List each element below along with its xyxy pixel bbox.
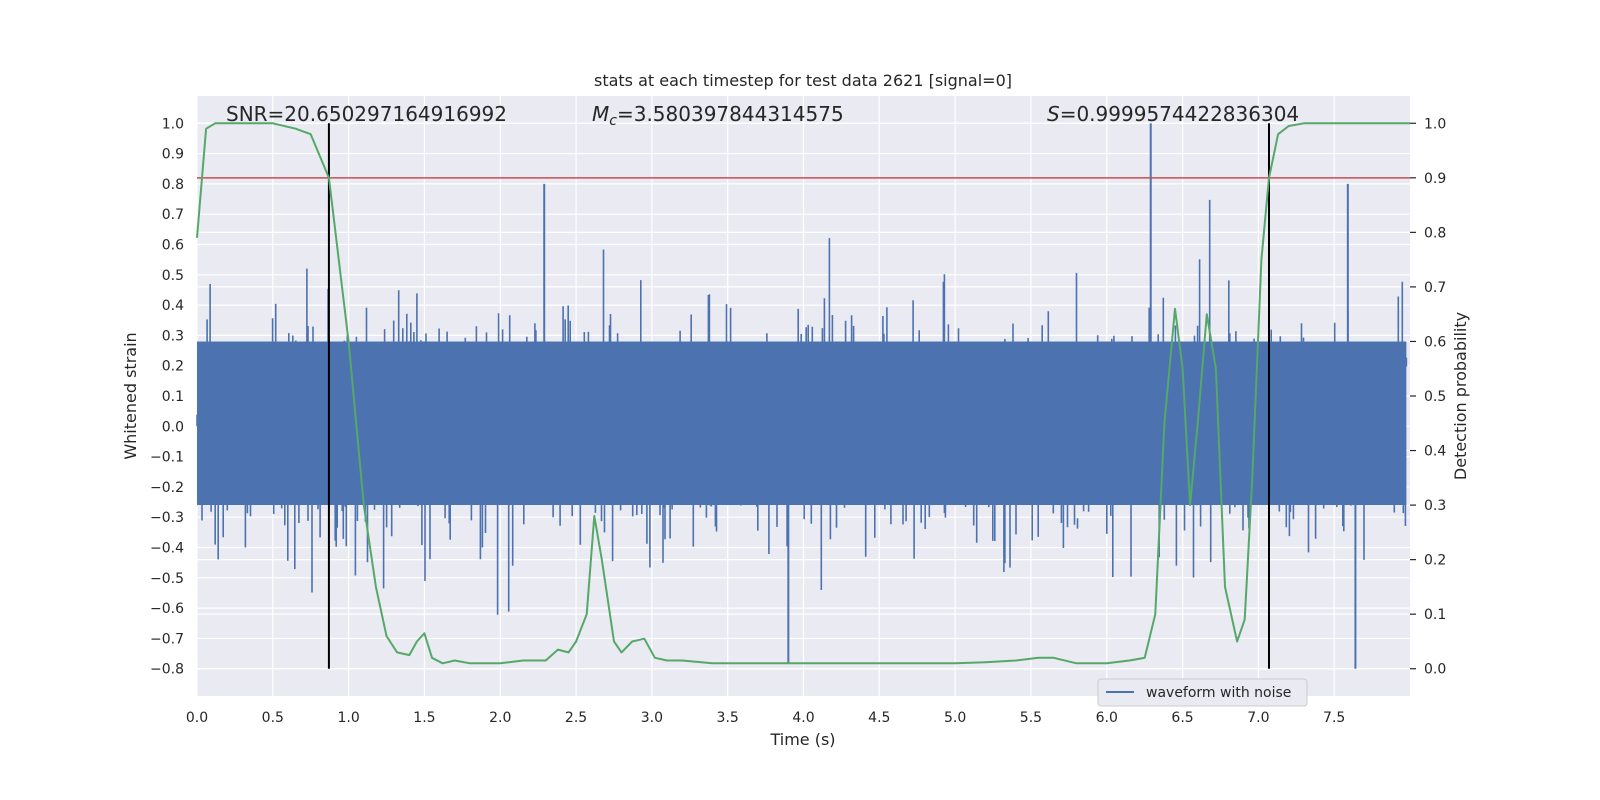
y-tick-label: 0.3 — [162, 328, 184, 344]
legend-label: waveform with noise — [1146, 685, 1291, 701]
y-right-tick-label: 0.1 — [1424, 607, 1446, 623]
x-tick-label: 1.5 — [413, 710, 435, 726]
x-tick-label: 4.0 — [792, 710, 814, 726]
probability-series-line — [196, 122, 1410, 665]
y-axis-ticks: 1.0 0.9 0.8 0.7 0.6 0.5 0.4 0.3 0.2 0.1 0.0 −0.1 −0.… — [150, 116, 184, 677]
score-value: =0.9999574422836304 — [1060, 102, 1299, 126]
y-tick-label: 0.8 — [162, 177, 184, 193]
waveform-series — [196, 199, 1408, 615]
y-right-tick-label: 0.4 — [1424, 444, 1446, 460]
y-right-tick-label: 0.0 — [1424, 662, 1446, 678]
x-tick-label: 5.5 — [1020, 710, 1042, 726]
x-tick-label: 4.5 — [868, 710, 890, 726]
chirp-mass-value: =3.580397844314575 — [617, 102, 844, 126]
y-tick-label: 0.5 — [162, 268, 184, 284]
score-annotation: S=0.9999574422836304 — [1047, 102, 1299, 126]
score-symbol: S — [1047, 102, 1060, 126]
y-right-tick-label: 0.9 — [1424, 171, 1446, 187]
y-axis-right-label: Detection probability — [1451, 312, 1470, 480]
y-tick-label: 0.2 — [162, 359, 184, 375]
x-axis-label: Time (s) — [769, 730, 835, 749]
y-right-tick-label: 0.3 — [1424, 498, 1446, 514]
y-right-tick-label: 0.5 — [1424, 389, 1446, 405]
y-tick-label: 0.9 — [162, 147, 184, 163]
chirp-mass-subscript: c — [609, 113, 617, 129]
y-tick-label: 0.4 — [162, 298, 184, 314]
y-right-tick-label: 0.7 — [1424, 280, 1446, 296]
y-tick-label: 1.0 — [162, 116, 184, 132]
x-tick-label: 5.0 — [944, 710, 966, 726]
y-tick-label: 0.7 — [162, 207, 184, 223]
vertical-markers — [327, 123, 1270, 669]
chirp-mass-symbol: M — [592, 102, 609, 126]
x-tick-label: 7.0 — [1247, 710, 1269, 726]
y-right-tick-label: 1.0 — [1424, 116, 1446, 132]
y-right-tick-label: 0.2 — [1424, 553, 1446, 569]
chart-title: stats at each timestep for test data 262… — [594, 71, 1012, 90]
y-tick-label: 0.0 — [162, 419, 184, 435]
x-tick-label: 1.0 — [337, 710, 359, 726]
x-tick-label: 0.5 — [262, 710, 284, 726]
y-tick-label: −0.2 — [150, 480, 184, 496]
x-tick-label: 7.5 — [1323, 710, 1345, 726]
x-tick-label: 6.5 — [1171, 710, 1193, 726]
y-tick-label: −0.4 — [150, 541, 184, 557]
chirp-mass-annotation: Mc=3.580397844314575 — [592, 102, 844, 129]
waveform-peaks — [543, 123, 1357, 669]
snr-annotation: SNR=20.650297164916992 — [226, 102, 507, 126]
x-tick-label: 6.0 — [1096, 710, 1118, 726]
y-tick-label: −0.5 — [150, 571, 184, 587]
y-tick-label: −0.8 — [150, 662, 184, 678]
y-tick-label: −0.7 — [150, 631, 184, 647]
y-right-tick-label: 0.8 — [1424, 225, 1446, 241]
y-tick-label: 0.1 — [162, 389, 184, 405]
x-tick-label: 0.0 — [186, 710, 208, 726]
x-axis-ticks: 0.0 0.5 1.0 1.5 2.0 2.5 3.0 3.5 4.0 4.5 5.0 5.5 6.0 6… — [186, 710, 1345, 726]
legend-box — [1097, 678, 1308, 707]
x-tick-label: 2.5 — [565, 710, 587, 726]
x-tick-label: 2.0 — [489, 710, 511, 726]
y-tick-label: −0.1 — [150, 450, 184, 466]
legend: waveform with noise — [1097, 678, 1308, 707]
y-axis-label: Whitened strain — [121, 332, 140, 459]
y-right-tick-label: 0.6 — [1424, 334, 1446, 350]
x-tick-label: 3.5 — [717, 710, 739, 726]
y-tick-label: −0.3 — [150, 510, 184, 526]
x-tick-label: 3.0 — [641, 710, 663, 726]
y-tick-label: −0.6 — [150, 601, 184, 617]
y-axis-right-ticks: 1.0 0.9 0.8 0.7 0.6 0.5 0.4 0.3 0.2 0.1 0.0 — [1410, 116, 1446, 678]
y-tick-label: 0.6 — [162, 237, 184, 253]
waveform-dense-band — [197, 341, 1407, 506]
